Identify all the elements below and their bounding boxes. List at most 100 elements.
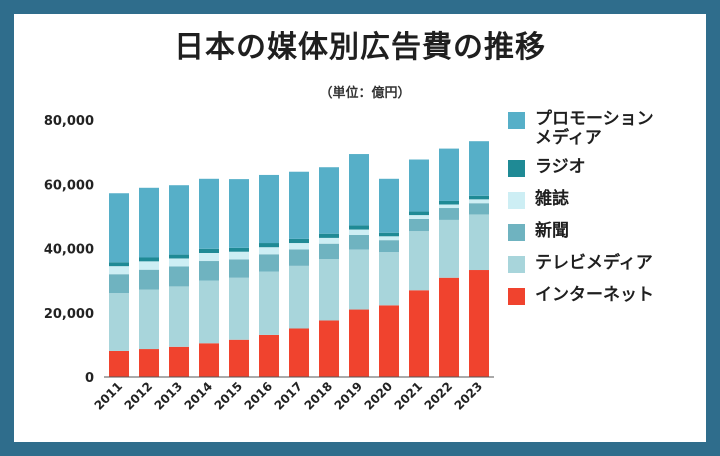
bar-segment-2018-5 — [319, 167, 339, 234]
bar-segment-2021-1 — [409, 231, 429, 291]
bar-segment-2020-2 — [379, 240, 399, 253]
bar-segment-2018-3 — [319, 237, 339, 244]
bar-segment-2020-5 — [379, 178, 399, 233]
bar-segment-2013-4 — [169, 254, 189, 259]
bar-segment-2021-2 — [409, 218, 429, 232]
bar-segment-2013-5 — [169, 185, 189, 255]
bar-segment-2013-2 — [169, 266, 189, 287]
bar-segment-2016-2 — [259, 254, 279, 272]
bar-segment-2022-4 — [439, 200, 459, 205]
bar-segment-2023-0 — [469, 270, 489, 377]
bar-segment-2016-4 — [259, 243, 279, 248]
legend-label: 雑誌 — [535, 189, 569, 209]
bar-segment-2014-0 — [199, 343, 219, 377]
bar-segment-2011-3 — [109, 266, 129, 275]
bar-segment-2019-1 — [349, 249, 369, 310]
x-tick-label: 2019 — [332, 379, 366, 413]
bar-segment-2023-2 — [469, 203, 489, 215]
chart-title: 日本の媒体別広告費の推移 — [174, 30, 546, 65]
bar-segment-2014-4 — [199, 248, 219, 253]
bar-segment-2012-3 — [139, 261, 159, 270]
x-tick-label: 2012 — [122, 379, 156, 413]
y-tick-label: 40,000 — [44, 243, 94, 258]
bar-segment-2020-4 — [379, 232, 399, 237]
legend-label: インターネット — [535, 285, 654, 305]
bar-segment-2022-5 — [439, 148, 459, 201]
bar-segment-2019-5 — [349, 154, 369, 226]
bar-segment-2014-5 — [199, 178, 219, 249]
bar-segment-2012-2 — [139, 269, 159, 290]
legend-label: ラジオ — [535, 157, 586, 177]
bar-segment-2017-0 — [289, 328, 309, 377]
bar-segment-2021-5 — [409, 159, 429, 212]
legend-swatch — [508, 256, 525, 273]
legend-swatch — [508, 112, 525, 129]
bar-segment-2019-0 — [349, 309, 369, 377]
legend-item: テレビメディア — [508, 254, 705, 273]
legend-swatch — [508, 224, 525, 241]
bar-segment-2023-1 — [469, 214, 489, 271]
bar-segment-2013-1 — [169, 286, 189, 347]
legend-item: 雑誌 — [508, 190, 705, 209]
bar-segment-2011-0 — [109, 350, 129, 377]
y-tick-label: 0 — [85, 371, 94, 386]
bar-segment-2021-3 — [409, 215, 429, 219]
bar-segment-2015-1 — [229, 277, 249, 340]
bar-segment-2019-4 — [349, 225, 369, 230]
bar-segment-2017-4 — [289, 238, 309, 244]
bar-segment-2022-3 — [439, 204, 459, 209]
legend-item: 新聞 — [508, 222, 705, 241]
legend-swatch — [508, 160, 525, 177]
bar-segment-2018-4 — [319, 233, 339, 238]
bar-segment-2013-3 — [169, 258, 189, 267]
legend-swatch — [508, 192, 525, 209]
bar-segment-2021-0 — [409, 290, 429, 377]
bar-segment-2020-3 — [379, 236, 399, 241]
bar-segment-2015-3 — [229, 251, 249, 260]
x-axis-ticks: 2011201220132014201520162017201820192020… — [92, 379, 486, 413]
bar-segment-2017-1 — [289, 265, 309, 329]
bar-segment-2012-1 — [139, 289, 159, 350]
bar-segment-2020-0 — [379, 305, 399, 377]
bar-segment-2011-4 — [109, 262, 129, 267]
bar-segment-2011-2 — [109, 274, 129, 294]
bar-segment-2012-5 — [139, 187, 159, 258]
bar-segment-2018-2 — [319, 243, 339, 260]
bar-segment-2014-2 — [199, 261, 219, 281]
bar-segment-2017-2 — [289, 249, 309, 266]
bar-segment-2018-0 — [319, 320, 339, 377]
bar-segment-2015-5 — [229, 179, 249, 248]
bar-segment-2022-2 — [439, 208, 459, 220]
bar-segment-2020-1 — [379, 252, 399, 306]
bar-segment-2023-4 — [469, 195, 489, 200]
x-tick-label: 2018 — [302, 379, 336, 413]
legend-item: インターネット — [508, 286, 705, 305]
bar-segment-2016-5 — [259, 174, 279, 244]
bar-segment-2016-3 — [259, 247, 279, 255]
bar-segment-2017-3 — [289, 243, 309, 250]
bar-segment-2022-0 — [439, 277, 459, 377]
bars-layer — [109, 141, 489, 377]
bar-segment-2023-3 — [469, 199, 489, 204]
x-tick-label: 2021 — [392, 379, 426, 413]
y-axis-ticks: 0 20,000 40,000 60,000 80,000 — [44, 114, 94, 386]
bar-segment-2017-5 — [289, 171, 309, 239]
bar-segment-2016-0 — [259, 334, 279, 377]
x-tick-label: 2017 — [272, 379, 306, 413]
bar-segment-2023-5 — [469, 141, 489, 196]
bar-segment-2015-0 — [229, 339, 249, 377]
x-tick-label: 2022 — [422, 379, 456, 413]
legend-swatch — [508, 288, 525, 305]
x-tick-label: 2016 — [242, 379, 276, 413]
bar-segment-2022-1 — [439, 219, 459, 278]
bar-segment-2019-2 — [349, 235, 369, 250]
x-tick-label: 2013 — [152, 379, 186, 413]
bar-segment-2013-0 — [169, 346, 189, 377]
x-tick-label: 2020 — [362, 379, 396, 413]
legend-item: ラジオ — [508, 158, 705, 177]
legend-label: 新聞 — [535, 221, 569, 241]
x-tick-label: 2023 — [452, 379, 486, 413]
bar-segment-2014-1 — [199, 280, 219, 344]
bar-segment-2012-4 — [139, 257, 159, 262]
